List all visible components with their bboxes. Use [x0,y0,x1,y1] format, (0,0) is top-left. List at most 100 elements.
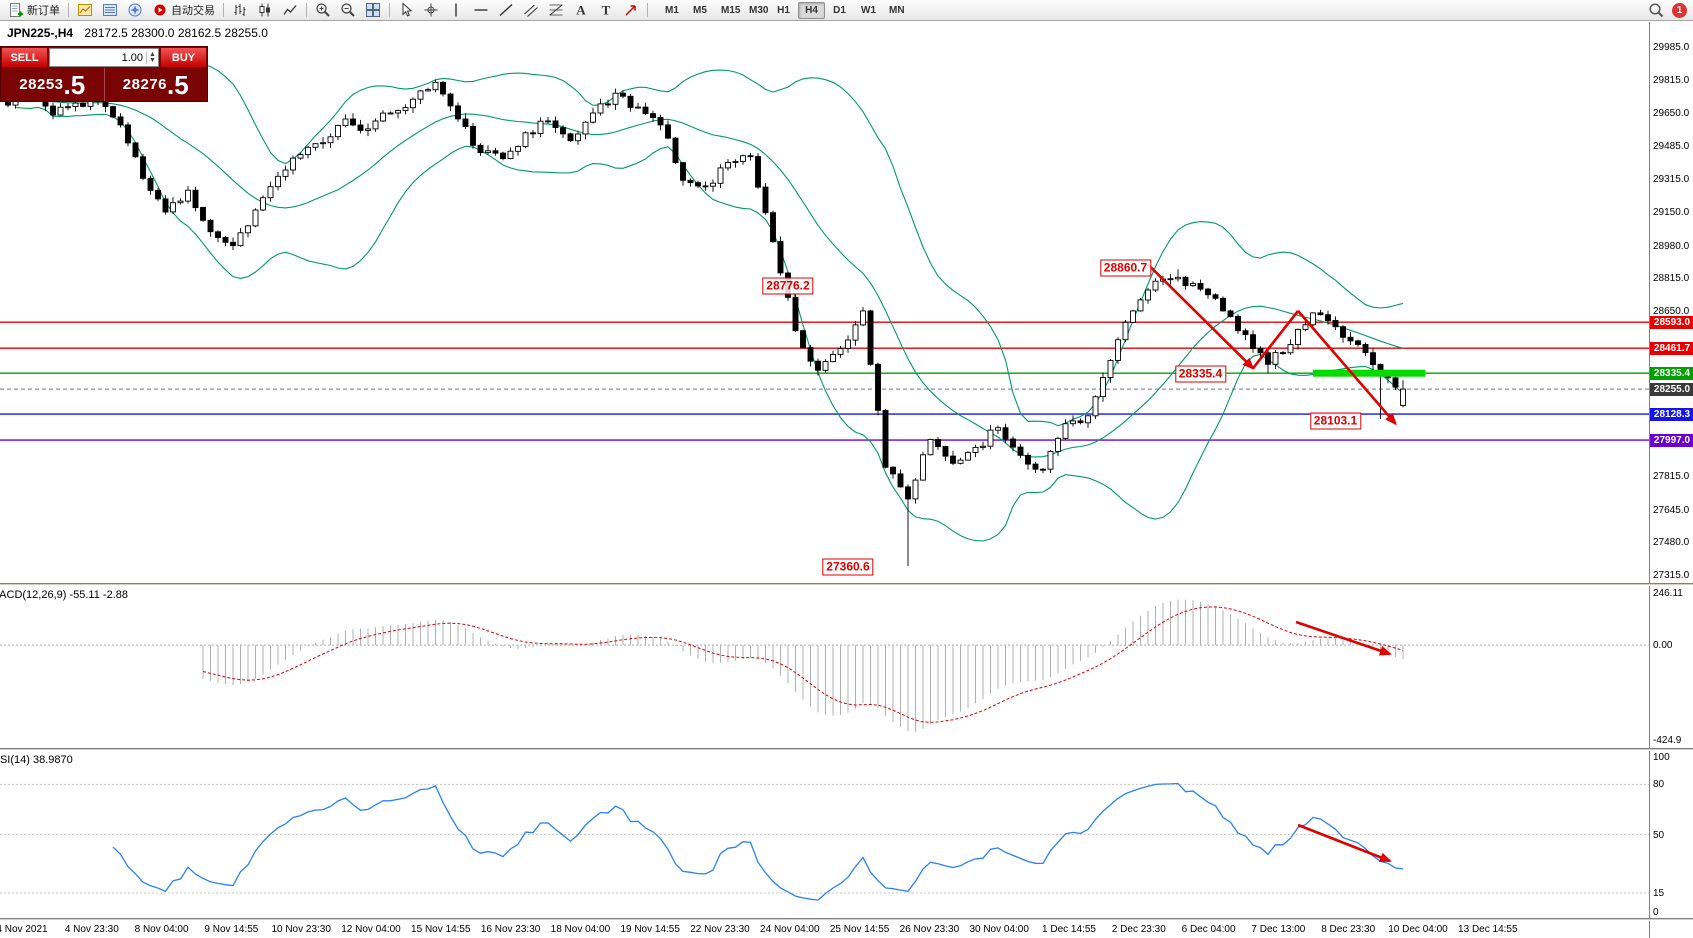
fibonacci-button[interactable] [544,1,568,20]
line-chart-button[interactable] [278,1,302,20]
price-annotation[interactable]: 28335.4 [1174,365,1227,383]
sell-price-main: 28253 [19,76,64,93]
new-order-button[interactable]: 新订单 [4,1,64,20]
toolbar: 新订单 自动交易 A T M1 M5 M15 M30 H1 H4 D1 W1 MN 1 [0,0,1693,21]
price-annotation[interactable]: 28776.2 [762,277,814,295]
price-line-label: 28128.3 [1650,407,1693,421]
price-line-label: 28593.0 [1650,315,1693,329]
timeframe-m15-button[interactable]: M15 [714,2,741,19]
macd-axis-tick: -424.9 [1653,735,1682,746]
time-axis-label: 22 Nov 23:30 [690,924,750,935]
navigator-button[interactable] [123,1,147,20]
price-line-label: 27997.0 [1650,433,1693,447]
volume-stepper[interactable]: ▲ ▼ [146,50,158,64]
time-axis-label: 10 Dec 04:00 [1388,924,1448,935]
time-axis[interactable]: 4 Nov 2021 4 Nov 23:30 8 Nov 04:00 9 Nov 14… [0,921,1649,938]
timeframe-h1-button[interactable]: H1 [770,2,797,19]
timeframe-w1-button[interactable]: W1 [854,2,881,19]
time-axis-label: 9 Nov 14:55 [204,924,259,935]
time-axis-label: 4 Nov 23:30 [64,924,119,935]
text-button[interactable]: A [569,1,593,20]
text-label-icon: T [598,2,614,18]
rsi-axis-tick: 15 [1653,887,1665,899]
time-axis-label: 18 Nov 04:00 [550,924,611,935]
sell-button[interactable]: SELL [1,47,48,68]
panel-splitter[interactable] [0,748,1693,751]
toolbar-separator [68,3,69,17]
volume-down-icon[interactable]: ▼ [149,56,156,64]
cursor-button[interactable] [394,1,418,20]
market-watch-button[interactable] [98,1,122,20]
arrows-icon [623,2,639,18]
macd-indicator-label: MACD(12,26,9) -55.11 -2.88 [0,589,128,601]
crosshair-icon [423,2,439,18]
auto-trading-button[interactable]: 自动交易 [148,1,219,20]
volume-up-icon[interactable]: ▲ [149,50,156,58]
price-annotation[interactable]: 28103.1 [1309,412,1362,430]
crosshair-button[interactable] [419,1,443,20]
sell-price-big-digit: .5 [63,69,86,100]
time-axis-label: 13 Dec 14:55 [1458,924,1518,935]
price-annotation[interactable]: 28860.7 [1099,259,1152,277]
volume-value[interactable]: 1.00 [121,51,143,64]
buy-price[interactable]: 28276 .5 [105,68,208,101]
symbol-timeframe-label: JPN225-,H4 [7,26,74,40]
text-label-button[interactable]: T [594,1,618,20]
timeframe-mn-button[interactable]: MN [882,2,909,19]
vertical-line-button[interactable] [444,1,468,20]
trendline-button[interactable] [494,1,518,20]
timeframe-h4-button[interactable]: H4 [798,1,825,19]
cursor-icon [398,2,414,18]
buy-button[interactable]: BUY [160,47,207,68]
new-order-icon [8,2,24,18]
sell-price[interactable]: 28253 .5 [1,68,105,101]
timeframe-d1-button[interactable]: D1 [826,2,853,19]
channel-button[interactable] [519,1,543,20]
price-line-label: 28461.7 [1650,341,1693,355]
ohlc-values: 28172.5 28300.0 28162.5 28255.0 [84,26,268,40]
price-axis-tick: 29315.0 [1653,174,1690,186]
arrows-button[interactable] [619,1,643,20]
one-click-trading-widget: SELL 1.00 ▲ ▼ BUY 28253 .5 28276 .5 [0,46,208,102]
time-axis-label: 1 Dec 14:55 [1042,924,1096,935]
timeframe-m30-button[interactable]: M30 [742,2,769,19]
price-axis[interactable]: 29985.0 29815.0 29650.0 29485.0 29315.0 29150… [1649,22,1693,938]
rsi-axis-tick: 50 [1653,829,1665,841]
candlestick-chart-button[interactable] [253,1,277,20]
search-button[interactable] [1644,1,1668,20]
timeframe-m1-button[interactable]: M1 [658,2,685,19]
zoom-in-button[interactable] [311,1,335,20]
buy-price-main: 28276 [122,76,168,93]
bar-chart-button[interactable] [228,1,252,20]
channel-icon [523,2,539,18]
panel-splitter[interactable] [0,918,1693,921]
price-axis-tick: 27815.0 [1653,471,1690,483]
current-price-label: 28255.0 [1650,382,1693,396]
macd-axis-tick: 0.00 [1653,640,1673,652]
price-annotation[interactable]: 27360.6 [822,558,874,576]
time-axis-label: 25 Nov 14:55 [829,924,890,935]
horizontal-line-icon [473,2,489,18]
timeframe-m5-button[interactable]: M5 [686,2,713,19]
volume-input[interactable]: 1.00 ▲ ▼ [49,48,159,67]
time-axis-label: 24 Nov 04:00 [760,924,820,935]
price-axis-tick: 28980.0 [1653,240,1690,252]
panel-splitter[interactable] [0,583,1693,586]
time-axis-label: 30 Nov 04:00 [969,924,1029,935]
zoom-out-button[interactable] [336,1,360,20]
time-axis-label: 7 Dec 13:00 [1251,924,1306,935]
navigator-icon [127,2,143,18]
tile-windows-button[interactable] [361,1,385,20]
price-axis-tick: 29650.0 [1653,108,1690,120]
horizontal-line-button[interactable] [469,1,493,20]
bar-chart-icon [232,2,248,18]
toolbar-separator [389,3,390,17]
price-axis-tick: 27480.0 [1653,537,1690,549]
price-axis-tick: 27315.0 [1653,570,1690,582]
new-chart-button[interactable] [73,1,97,20]
notification-badge[interactable]: 1 [1672,2,1687,18]
zoom-in-icon [315,2,331,18]
